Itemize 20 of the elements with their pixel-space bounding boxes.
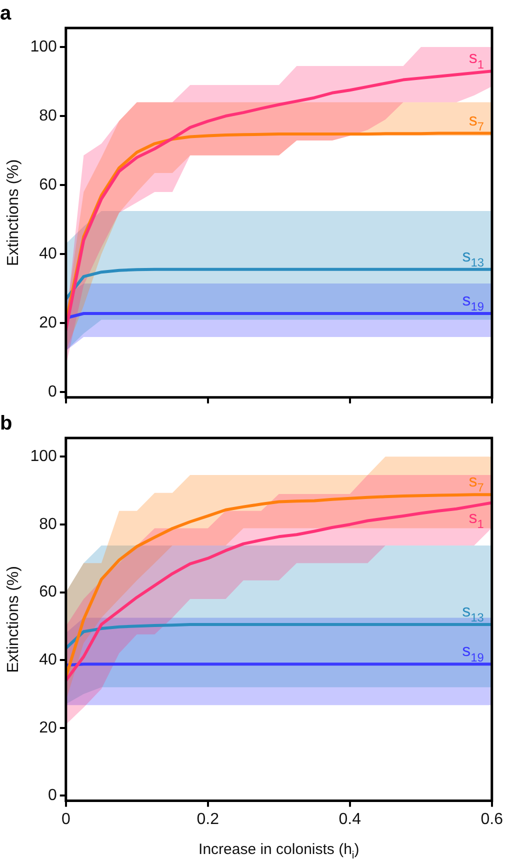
chart-title: b bbox=[0, 412, 12, 435]
x-tick-label: 0.6 bbox=[480, 810, 504, 828]
y-tick-label: 20 bbox=[39, 314, 57, 332]
y-tick-label: 80 bbox=[39, 107, 57, 124]
x-tick-label: 0.4 bbox=[338, 810, 362, 828]
y-axis-title: Extinctions (%) bbox=[5, 159, 22, 266]
y-tick-label: 0 bbox=[48, 384, 57, 401]
y-tick-label: 60 bbox=[39, 176, 57, 194]
y-tick-label: 40 bbox=[39, 651, 57, 668]
chart-title: a bbox=[0, 2, 12, 25]
x-tick-label: 0.2 bbox=[196, 810, 220, 828]
y-tick-label: 100 bbox=[30, 448, 57, 466]
y-tick-label: 20 bbox=[39, 719, 57, 736]
y-tick-label: 0 bbox=[48, 787, 57, 804]
y-axis-title: Extinctions (%) bbox=[5, 566, 22, 673]
x-tick-label: 0 bbox=[61, 810, 70, 828]
y-tick-label: 80 bbox=[39, 516, 57, 533]
y-tick-label: 100 bbox=[30, 38, 57, 56]
y-tick-label: 40 bbox=[39, 246, 57, 263]
y-tick-label: 60 bbox=[39, 584, 57, 601]
